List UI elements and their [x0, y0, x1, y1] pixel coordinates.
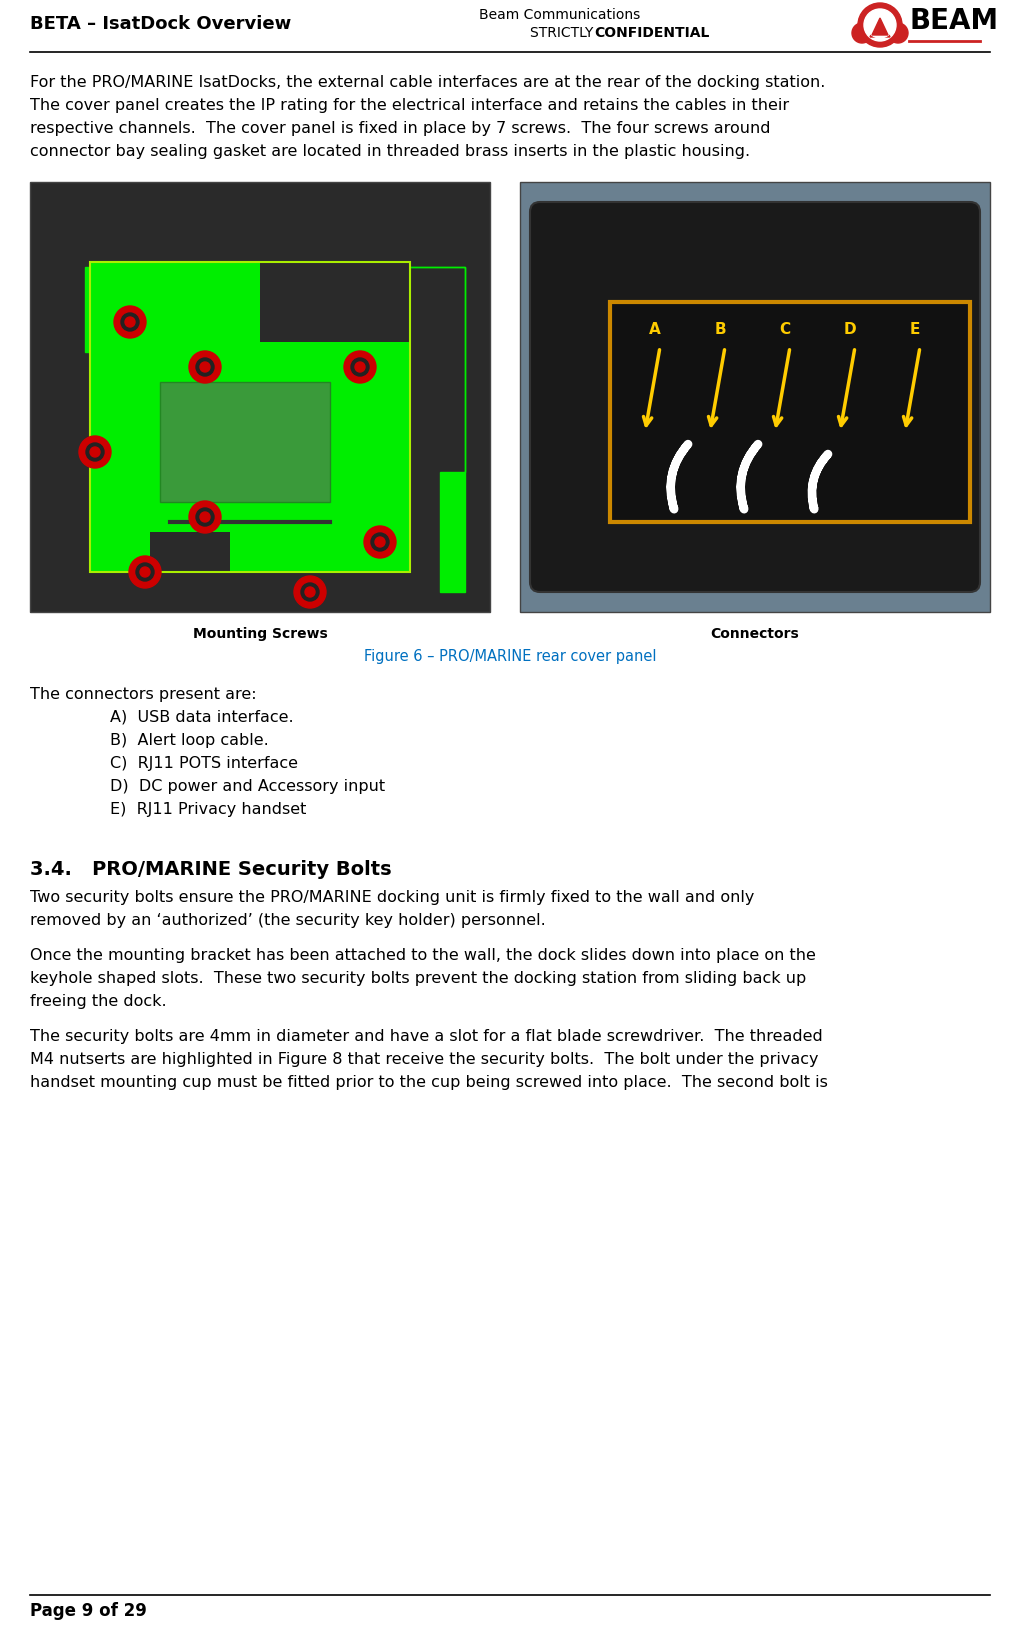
Circle shape	[140, 567, 150, 577]
Circle shape	[851, 23, 871, 42]
Circle shape	[343, 351, 376, 384]
FancyArrowPatch shape	[740, 444, 757, 509]
Circle shape	[305, 587, 315, 596]
Text: B)  Alert loop cable.: B) Alert loop cable.	[110, 733, 268, 748]
Circle shape	[189, 351, 221, 384]
Text: Two security bolts ensure the PRO/MARINE docking unit is firmly fixed to the wal: Two security bolts ensure the PRO/MARINE…	[30, 891, 754, 905]
Text: 3.4.   PRO/MARINE Security Bolts: 3.4. PRO/MARINE Security Bolts	[30, 860, 391, 879]
FancyBboxPatch shape	[150, 531, 229, 592]
Text: M4 nutserts are highlighted in Figure 8 that receive the security bolts.  The bo: M4 nutserts are highlighted in Figure 8 …	[30, 1051, 817, 1068]
Text: respective channels.  The cover panel is fixed in place by 7 screws.  The four s: respective channels. The cover panel is …	[30, 120, 769, 136]
Text: D)  DC power and Accessory input: D) DC power and Accessory input	[110, 778, 385, 795]
Circle shape	[136, 562, 154, 582]
Circle shape	[351, 358, 369, 375]
Text: A)  USB data interface.: A) USB data interface.	[110, 710, 293, 725]
Text: C: C	[779, 322, 790, 336]
Polygon shape	[869, 15, 890, 37]
Text: handset mounting cup must be fitted prior to the cup being screwed into place.  : handset mounting cup must be fitted prio…	[30, 1076, 827, 1090]
Circle shape	[114, 306, 146, 338]
Circle shape	[200, 512, 210, 522]
Text: STRICTLY: STRICTLY	[530, 26, 597, 41]
Text: D: D	[843, 322, 856, 336]
Text: E: E	[909, 322, 919, 336]
Text: Connectors: Connectors	[710, 627, 799, 640]
Text: BETA – IsatDock Overview: BETA – IsatDock Overview	[30, 15, 291, 32]
Circle shape	[200, 362, 210, 372]
Circle shape	[90, 447, 100, 457]
FancyBboxPatch shape	[520, 182, 989, 613]
Circle shape	[196, 509, 214, 526]
FancyBboxPatch shape	[30, 182, 489, 613]
Polygon shape	[871, 18, 888, 36]
Text: The connectors present are:: The connectors present are:	[30, 687, 257, 702]
Circle shape	[121, 314, 139, 332]
Text: removed by an ‘authorized’ (the security key holder) personnel.: removed by an ‘authorized’ (the security…	[30, 913, 545, 928]
Text: Beam Communications: Beam Communications	[479, 8, 640, 23]
Text: freeing the dock.: freeing the dock.	[30, 994, 166, 1009]
Circle shape	[364, 526, 395, 557]
FancyArrowPatch shape	[669, 444, 688, 509]
Text: C)  RJ11 POTS interface: C) RJ11 POTS interface	[110, 756, 298, 770]
FancyBboxPatch shape	[530, 202, 979, 592]
FancyBboxPatch shape	[160, 382, 330, 502]
Text: B: B	[713, 322, 726, 336]
FancyBboxPatch shape	[260, 262, 410, 341]
Text: CONFIDENTIAL: CONFIDENTIAL	[593, 26, 708, 41]
Text: The security bolts are 4mm in diameter and have a slot for a flat blade screwdri: The security bolts are 4mm in diameter a…	[30, 1029, 822, 1043]
Text: E)  RJ11 Privacy handset: E) RJ11 Privacy handset	[110, 803, 306, 817]
Circle shape	[128, 556, 161, 588]
Text: keyhole shaped slots.  These two security bolts prevent the docking station from: keyhole shaped slots. These two security…	[30, 972, 805, 986]
Circle shape	[86, 444, 104, 462]
Circle shape	[196, 358, 214, 375]
Circle shape	[301, 583, 319, 601]
Circle shape	[293, 575, 326, 608]
Polygon shape	[85, 266, 465, 592]
Circle shape	[355, 362, 365, 372]
Circle shape	[125, 317, 135, 327]
Text: A: A	[648, 322, 660, 336]
Circle shape	[189, 500, 221, 533]
Text: BEAM: BEAM	[909, 6, 999, 36]
Text: connector bay sealing gasket are located in threaded brass inserts in the plasti: connector bay sealing gasket are located…	[30, 145, 749, 159]
Circle shape	[863, 10, 895, 41]
Text: Mounting Screws: Mounting Screws	[193, 627, 327, 640]
Circle shape	[888, 23, 907, 42]
Text: Figure 6 – PRO/MARINE rear cover panel: Figure 6 – PRO/MARINE rear cover panel	[364, 648, 655, 665]
FancyBboxPatch shape	[609, 302, 969, 522]
Circle shape	[866, 11, 892, 37]
Circle shape	[78, 436, 111, 468]
Circle shape	[375, 536, 384, 548]
Circle shape	[371, 533, 388, 551]
Text: For the PRO/MARINE IsatDocks, the external cable interfaces are at the rear of t: For the PRO/MARINE IsatDocks, the extern…	[30, 75, 824, 89]
Text: Page 9 of 29: Page 9 of 29	[30, 1602, 147, 1620]
Text: Once the mounting bracket has been attached to the wall, the dock slides down in: Once the mounting bracket has been attac…	[30, 947, 815, 964]
FancyArrowPatch shape	[811, 453, 827, 509]
Text: The cover panel creates the IP rating for the electrical interface and retains t: The cover panel creates the IP rating fo…	[30, 98, 789, 114]
FancyBboxPatch shape	[90, 262, 410, 572]
Circle shape	[857, 3, 901, 47]
